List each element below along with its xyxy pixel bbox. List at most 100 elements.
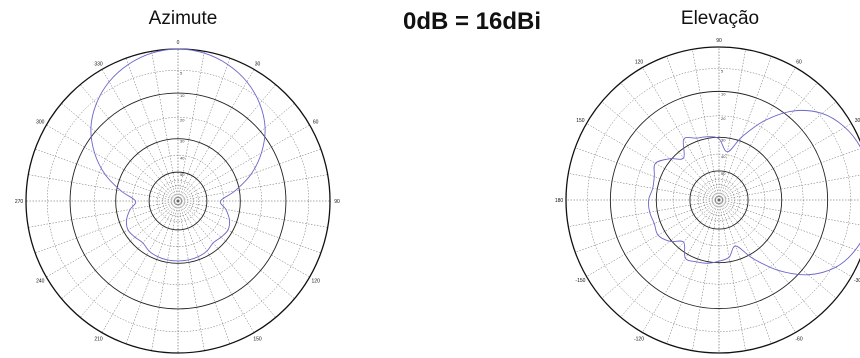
azimuth-spoke-230 bbox=[61, 200, 179, 299]
elevation-radiation-pattern-0 bbox=[647, 109, 860, 276]
azimuth-spoke-350 bbox=[151, 51, 179, 202]
azimuth-minor-ring-4 bbox=[162, 185, 194, 217]
elevation-spoke-200 bbox=[666, 199, 720, 344]
azimuth-ring-label: 30 bbox=[180, 139, 185, 144]
azimuth-spoke-160 bbox=[177, 200, 231, 344]
azimuth-spoke-60 bbox=[177, 124, 310, 202]
elevation-angle-label: -120 bbox=[634, 337, 644, 343]
elevation-minor-ring-1 bbox=[634, 115, 804, 285]
elevation-ring-label: 20 bbox=[721, 116, 726, 121]
azimuth-angle-label: 90 bbox=[334, 199, 340, 205]
azimuth-angle-label: 60 bbox=[313, 120, 319, 126]
elevation-spoke-320 bbox=[620, 82, 720, 201]
azimuth-spoke-100 bbox=[177, 200, 328, 228]
azimuth-angle-label: 270 bbox=[15, 199, 24, 205]
elevation-spoke-70 bbox=[718, 148, 860, 201]
elevation-spoke-310 bbox=[601, 101, 720, 201]
elevation-spoke-250 bbox=[575, 199, 720, 253]
elevation-spoke-210 bbox=[642, 199, 720, 333]
azimuth-angle-label: 210 bbox=[94, 337, 103, 343]
elevation-spoke-120 bbox=[718, 199, 852, 277]
azimuth-minor-ring-0 bbox=[47, 70, 309, 332]
azimuth-angle-label: 330 bbox=[94, 61, 103, 67]
azimuth-ring-label: 20 bbox=[180, 117, 185, 122]
elevation-spoke-260 bbox=[568, 199, 720, 227]
azimuth-ring-label: 40 bbox=[180, 155, 185, 160]
azimuth-minor-ring-3 bbox=[157, 180, 199, 222]
azimuth-spoke-190 bbox=[151, 200, 179, 351]
elevation-spoke-60 bbox=[718, 123, 852, 201]
azimuth-spoke-300 bbox=[46, 124, 179, 202]
azimuth-spoke-210 bbox=[101, 200, 179, 333]
azimuth-spoke-150 bbox=[177, 200, 255, 333]
elevation-spoke-30 bbox=[718, 67, 796, 201]
elevation-minor-ring-4 bbox=[703, 184, 735, 216]
azimuth-spoke-170 bbox=[177, 200, 205, 351]
azimuth-spoke-50 bbox=[177, 103, 295, 202]
elevation-spoke-100 bbox=[718, 199, 860, 226]
elevation-spoke-150 bbox=[718, 199, 796, 333]
azimuth-spoke-140 bbox=[177, 200, 276, 318]
elevation-angle-label: 180 bbox=[555, 198, 564, 204]
azimuth-spoke-310 bbox=[61, 103, 179, 202]
elevation-ring-label: 50 bbox=[721, 171, 726, 176]
elevation-angle-label: 120 bbox=[635, 59, 644, 65]
azimuth-spoke-240 bbox=[46, 200, 179, 278]
azimuth-angle-label: 300 bbox=[36, 120, 45, 126]
elevation-spoke-140 bbox=[718, 199, 818, 318]
azimuth-spoke-30 bbox=[177, 69, 255, 202]
elevation-spoke-160 bbox=[718, 199, 772, 344]
azimuth-spoke-130 bbox=[177, 200, 295, 299]
azimuth-major-ring-3 bbox=[148, 171, 208, 231]
azimuth-spoke-110 bbox=[177, 200, 321, 254]
azimuth-spoke-260 bbox=[28, 200, 179, 228]
elevation-spoke-290 bbox=[575, 147, 720, 201]
azimuth-spoke-20 bbox=[177, 58, 231, 202]
azimuth-spoke-220 bbox=[80, 200, 179, 318]
azimuth-spoke-250 bbox=[35, 200, 179, 254]
azimuth-major-ring-1 bbox=[69, 92, 287, 310]
elevation-angle-label: 60 bbox=[796, 59, 802, 65]
elevation-major-ring-2 bbox=[655, 136, 783, 264]
elevation-ring-label: 10 bbox=[721, 91, 726, 96]
azimuth-title: Azimute bbox=[148, 8, 218, 29]
elevation-angle-label: 90 bbox=[716, 38, 722, 44]
elevation-spoke-300 bbox=[586, 123, 720, 201]
azimuth-major-ring-2 bbox=[115, 138, 241, 264]
azimuth-spoke-80 bbox=[177, 174, 328, 202]
elevation-title: Elevação bbox=[680, 8, 760, 29]
elevation-angle-label: -60 bbox=[795, 337, 802, 343]
azimuth-spoke-280 bbox=[28, 174, 179, 202]
azimuth-polar-chart: 5102030405003060901201501802102402703003… bbox=[15, 40, 340, 354]
azimuth-spoke-290 bbox=[35, 148, 179, 202]
elevation-outer-ring bbox=[565, 46, 860, 354]
elevation-spoke-220 bbox=[620, 199, 720, 318]
elevation-major-ring-3 bbox=[689, 170, 749, 230]
azimuth-spoke-330 bbox=[101, 69, 179, 202]
azimuth-ring-label: 10 bbox=[180, 93, 185, 98]
azimuth-angle-label: 120 bbox=[312, 279, 321, 285]
azimuth-spoke-10 bbox=[177, 51, 205, 202]
reference-gain-label: 0dB = 16dBi bbox=[402, 8, 542, 35]
azimuth-angle-label: 30 bbox=[255, 61, 261, 67]
azimuth-angle-label: 0 bbox=[177, 40, 180, 46]
elevation-minor-ring-3 bbox=[698, 179, 740, 221]
elevation-spoke-240 bbox=[586, 199, 720, 277]
azimuth-spoke-340 bbox=[125, 58, 179, 202]
elevation-minor-ring-0 bbox=[587, 68, 851, 332]
elevation-spoke-110 bbox=[718, 199, 860, 252]
elevation-ring-label: 40 bbox=[721, 154, 726, 159]
elevation-spoke-130 bbox=[718, 199, 837, 299]
elevation-spoke-350 bbox=[692, 49, 720, 201]
elevation-spoke-20 bbox=[718, 56, 772, 201]
elevation-spoke-10 bbox=[718, 49, 746, 201]
azimuth-minor-ring-2 bbox=[132, 155, 224, 247]
azimuth-spoke-70 bbox=[177, 148, 321, 202]
elevation-spoke-280 bbox=[568, 173, 720, 201]
elevation-spoke-190 bbox=[692, 199, 720, 351]
elevation-spoke-340 bbox=[666, 56, 720, 201]
elevation-spoke-40 bbox=[718, 82, 818, 201]
elevation-major-ring-1 bbox=[609, 90, 829, 310]
azimuth-minor-ring-1 bbox=[94, 117, 262, 285]
